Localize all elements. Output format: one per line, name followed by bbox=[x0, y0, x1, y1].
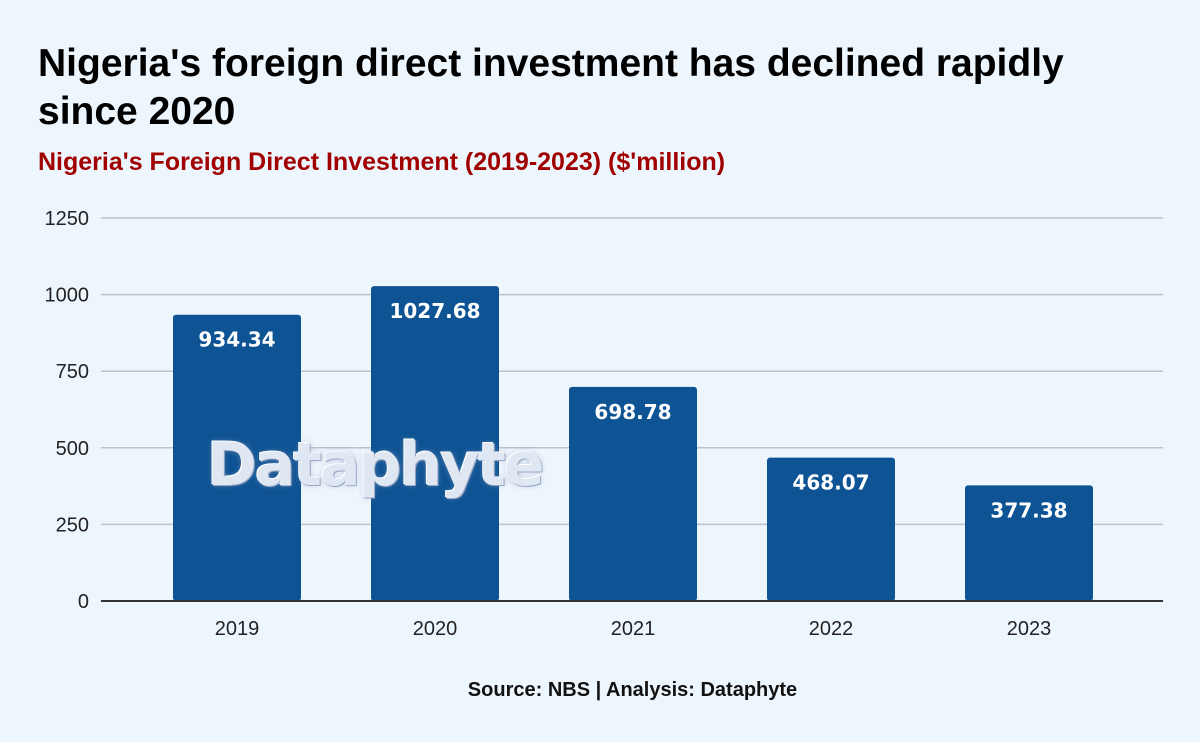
y-tick-label: 250 bbox=[56, 514, 89, 536]
x-tick-label: 2021 bbox=[611, 618, 656, 640]
x-tick-label: 2023 bbox=[1007, 618, 1052, 640]
bar-2020 bbox=[371, 286, 499, 601]
bar-chart: 0 250 500 750 1000 1250 934.34 1027.68 698.78 46… bbox=[45, 208, 1163, 640]
bar-2021 bbox=[569, 386, 697, 601]
y-tick-label: 1250 bbox=[45, 208, 90, 230]
source-note: Source: NBS | Analysis: Dataphyte bbox=[467, 679, 798, 701]
bars: 934.34 1027.68 698.78 468.07 377.38 bbox=[173, 286, 1093, 601]
x-axis-ticks: 2019 2020 2021 2022 2023 bbox=[215, 618, 1052, 640]
chart-headline: Nigeria's foreign direct investment has … bbox=[38, 42, 1064, 133]
data-label-2023: 377.38 bbox=[990, 498, 1067, 522]
data-label-2019: 934.34 bbox=[198, 328, 275, 352]
y-tick-label: 0 bbox=[78, 591, 89, 613]
data-label-2020: 1027.68 bbox=[389, 299, 480, 323]
y-tick-label: 750 bbox=[56, 361, 89, 383]
bar-2019 bbox=[173, 314, 301, 601]
x-tick-label: 2022 bbox=[809, 618, 854, 640]
x-tick-label: 2019 bbox=[215, 618, 260, 640]
y-tick-label: 500 bbox=[56, 438, 89, 460]
data-label-2022: 468.07 bbox=[792, 471, 869, 495]
x-tick-label: 2020 bbox=[413, 618, 458, 640]
data-label-2021: 698.78 bbox=[594, 400, 671, 424]
chart-title: Nigeria's Foreign Direct Investment (201… bbox=[38, 148, 726, 176]
bar-2023 bbox=[965, 485, 1093, 601]
bar-2022 bbox=[767, 457, 895, 601]
y-tick-label: 1000 bbox=[45, 285, 90, 307]
y-axis-ticks: 0 250 500 750 1000 1250 bbox=[45, 208, 90, 613]
